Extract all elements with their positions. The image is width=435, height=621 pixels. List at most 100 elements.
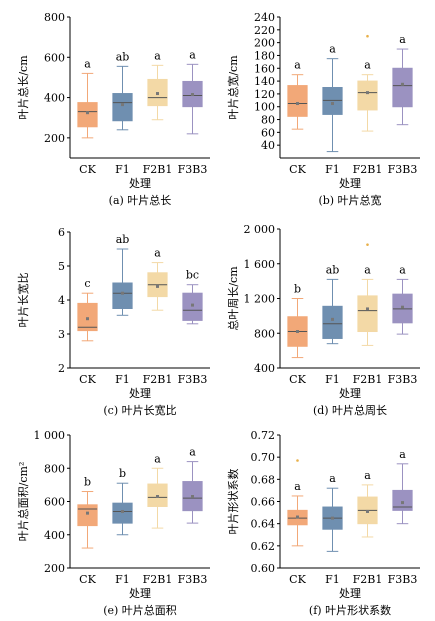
y-tick-label: 400 <box>254 362 275 375</box>
panel-caption: (f) 叶片形状系数 <box>309 603 391 617</box>
box-CK <box>287 85 308 117</box>
mean-marker <box>296 330 299 334</box>
x-tick-label: CK <box>289 573 306 586</box>
y-tick-label: 180 <box>254 49 275 62</box>
box-F2B1 <box>357 295 378 333</box>
x-tick-label: F2B1 <box>143 373 173 386</box>
y-tick-label: 0.66 <box>251 496 276 509</box>
box-F1 <box>112 93 133 122</box>
y-tick-label: 600 <box>44 496 65 509</box>
box-CK <box>77 302 98 332</box>
significance-letter: a <box>189 446 196 459</box>
panel-caption: (d) 叶片总周长 <box>313 403 387 417</box>
significance-letter: b <box>294 283 301 296</box>
box-CK <box>77 102 98 128</box>
significance-letter: a <box>84 57 91 70</box>
significance-letter: a <box>189 48 196 61</box>
mean-marker <box>366 307 369 311</box>
significance-letter: c <box>84 277 90 290</box>
box-F3B3 <box>392 67 413 108</box>
panel-3: 2 3 4 5 6 叶片长宽比 c CK ab F1 a F2B1 bc F3B3 处理 (c) 叶片长宽比 <box>16 226 210 417</box>
y-tick-label: 600 <box>44 51 65 64</box>
significance-letter: a <box>294 59 301 72</box>
y-tick-label: 220 <box>254 24 275 37</box>
panel-caption: (e) 叶片总面积 <box>103 603 177 617</box>
mean-marker <box>121 509 124 513</box>
panel-6: 0.60 0.62 0.64 0.66 0.68 0.70 0.72 叶片形状系数 a CK a F1… <box>226 429 420 617</box>
x-axis-title: 处理 <box>129 587 151 600</box>
y-tick-label: 0.62 <box>251 540 276 553</box>
y-tick-label: 80 <box>261 114 275 127</box>
panel-1: 200 400 600 800 叶片总长/cm a CK ab F1 a F2B1 a F3B3 处理 (a… <box>16 11 210 207</box>
box-F1 <box>322 305 343 339</box>
mean-marker <box>401 305 404 309</box>
x-tick-label: F1 <box>325 573 340 586</box>
mean-marker <box>121 103 124 107</box>
x-tick-label: F3B3 <box>388 163 418 176</box>
y-axis-title: 总叶周长/cm <box>226 266 240 331</box>
significance-letter: a <box>364 263 371 276</box>
y-tick-label: 800 <box>44 11 65 24</box>
outlier-point <box>296 459 299 462</box>
y-tick-label: 4 <box>58 294 65 307</box>
box-F3B3 <box>392 489 413 511</box>
mean-marker <box>191 495 194 499</box>
y-tick-label: 2 <box>58 362 65 375</box>
significance-letter: a <box>399 263 406 276</box>
box-F2B1 <box>357 80 378 111</box>
x-tick-label: F1 <box>325 373 340 386</box>
y-tick-label: 200 <box>254 37 275 50</box>
y-tick-label: 0.70 <box>251 451 276 464</box>
x-tick-label: CK <box>79 573 96 586</box>
x-tick-label: CK <box>79 373 96 386</box>
x-tick-label: F2B1 <box>353 163 383 176</box>
mean-marker <box>331 102 334 106</box>
y-tick-label: 0.68 <box>251 473 276 486</box>
significance-letter: a <box>364 59 371 72</box>
x-tick-label: F3B3 <box>178 573 208 586</box>
x-axis-title: 处理 <box>339 177 361 190</box>
significance-letter: a <box>154 49 161 62</box>
mean-marker <box>296 515 299 519</box>
significance-letter: a <box>154 452 161 465</box>
mean-marker <box>331 317 334 321</box>
significance-letter: ab <box>326 263 340 276</box>
y-tick-label: 0.60 <box>251 562 276 575</box>
panel-caption: (c) 叶片长宽比 <box>103 403 176 417</box>
significance-letter: a <box>399 448 406 461</box>
x-tick-label: CK <box>289 163 306 176</box>
x-tick-label: F1 <box>115 573 130 586</box>
y-tick-label: 5 <box>58 260 65 273</box>
significance-letter: a <box>329 472 336 485</box>
x-tick-label: CK <box>289 373 306 386</box>
mean-marker <box>86 317 89 321</box>
y-tick-label: 6 <box>58 226 65 239</box>
x-tick-label: F3B3 <box>178 373 208 386</box>
x-tick-label: F2B1 <box>353 373 383 386</box>
significance-letter: a <box>329 43 336 56</box>
x-tick-label: F1 <box>115 163 130 176</box>
mean-marker <box>401 501 404 505</box>
mean-marker <box>191 93 194 97</box>
x-axis-title: 处理 <box>339 587 361 600</box>
mean-marker <box>86 511 89 515</box>
significance-letter: a <box>154 247 161 260</box>
box-F3B3 <box>182 292 203 321</box>
box-F1 <box>112 282 133 309</box>
y-tick-label: 1 000 <box>34 429 66 442</box>
mean-marker <box>331 516 334 520</box>
x-axis-title: 处理 <box>129 177 151 190</box>
y-tick-label: 140 <box>254 75 275 88</box>
mean-marker <box>156 284 159 288</box>
y-tick-label: 100 <box>254 101 275 114</box>
panel-4: 400 800 1 200 1 600 2 000 总叶周长/cm b CK ab F1 a F2B1… <box>226 223 420 417</box>
mean-marker <box>156 495 159 499</box>
y-tick-label: 1 600 <box>244 258 276 271</box>
mean-marker <box>296 102 299 106</box>
x-tick-label: CK <box>79 163 96 176</box>
y-axis-title: 叶片总宽/cm <box>226 55 240 120</box>
y-tick-label: 0.64 <box>251 518 276 531</box>
significance-letter: bc <box>186 269 199 282</box>
